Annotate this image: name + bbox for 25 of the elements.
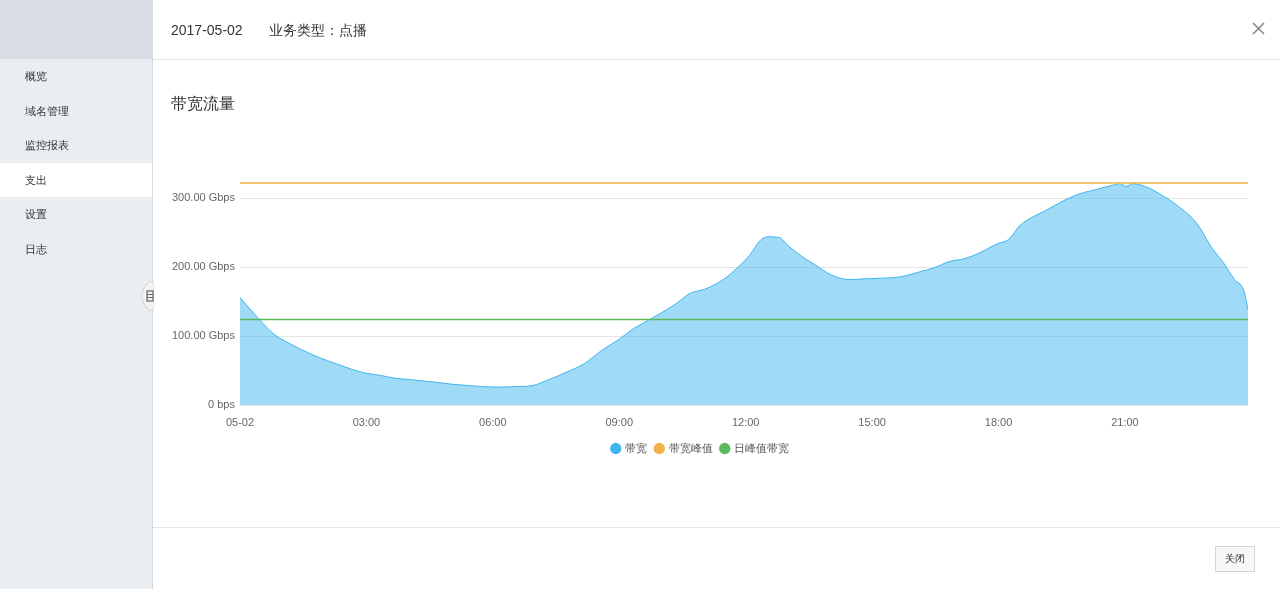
y-tick-label: 100.00 Gbps xyxy=(172,329,236,342)
text: 监控报表 xyxy=(24,138,70,153)
text: 概览 xyxy=(24,69,48,84)
x-tick-label: 06:00 xyxy=(479,415,507,428)
y-tick-label: 300.00 Gbps xyxy=(172,191,236,204)
legend-label: 日峰值带宽 xyxy=(734,441,790,454)
x-tick-label: 05-02 xyxy=(225,415,255,428)
legend-label: 带宽峰值 xyxy=(668,441,713,454)
x-tick-label: 15:00 xyxy=(858,415,886,428)
text: 域名管理 xyxy=(24,103,70,119)
selected-menu-item[interactable]: 支出 xyxy=(0,162,152,197)
close-button[interactable]: 关闭 xyxy=(1215,546,1255,572)
text: 日志 xyxy=(24,241,48,257)
y-tick-label: 200.00 Gbps xyxy=(172,260,236,273)
x-tick-label: 18:00 xyxy=(984,415,1013,428)
x-tick-label: 09:00 xyxy=(605,415,634,428)
chart-title: 带宽流量 xyxy=(171,94,235,114)
text: 设置 xyxy=(24,207,48,222)
x-tick-label: 12:00 xyxy=(731,415,760,428)
y-tick-label: 0 bps xyxy=(208,398,236,411)
text: 业务类型：点播 xyxy=(269,21,367,39)
text: 2017-05-02 xyxy=(171,21,243,39)
legend-label: 带宽 xyxy=(625,441,648,454)
x-tick-label: 21:00 xyxy=(1111,415,1139,428)
x-tick-label: 03:00 xyxy=(352,415,381,428)
